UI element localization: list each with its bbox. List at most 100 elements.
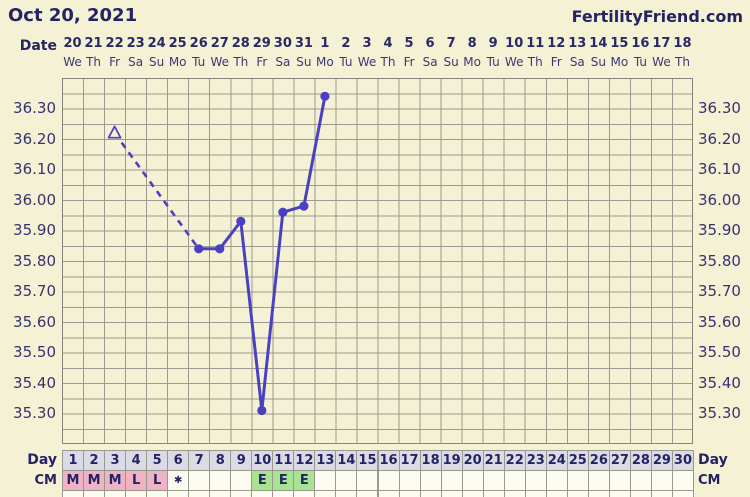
day-number-cell[interactable]: 6 [167, 450, 190, 471]
date-cell: 27 [210, 36, 229, 51]
cm-cell[interactable] [671, 470, 694, 491]
day-number-cell[interactable]: 29 [650, 450, 673, 471]
weekday-cell: We [63, 55, 82, 69]
cm-cell[interactable]: L [125, 470, 148, 491]
date-cell: 16 [631, 36, 650, 51]
weekday-cell: Sa [422, 55, 438, 69]
cm-cell[interactable]: E [293, 470, 316, 491]
day-number-cell[interactable]: 12 [293, 450, 316, 471]
temperature-point-day-10[interactable] [257, 405, 267, 416]
cm-cell[interactable] [230, 470, 253, 491]
temperature-point-day-8[interactable] [215, 244, 225, 254]
temperature-point-day-7[interactable] [194, 244, 204, 254]
next-row-cell [293, 490, 316, 497]
date-cell: 12 [547, 36, 566, 51]
cm-cell[interactable] [335, 470, 358, 491]
cm-cell[interactable] [461, 470, 484, 491]
day-number-cell[interactable]: 30 [671, 450, 694, 471]
next-row-cell [629, 490, 652, 497]
weekday-cell: Su [443, 55, 459, 69]
day-number-cell[interactable]: 5 [146, 450, 169, 471]
day-number-cell[interactable]: 4 [125, 450, 148, 471]
date-cell: 8 [467, 36, 477, 51]
day-number-cell[interactable]: 11 [272, 450, 295, 471]
weekday-cell: Sa [569, 55, 585, 69]
cm-cell[interactable]: E [251, 470, 274, 491]
discarded-temperature-triangle[interactable] [107, 125, 122, 139]
date-cell: 7 [446, 36, 456, 51]
brand-link[interactable]: FertilityFriend.com [571, 7, 743, 26]
day-number-cell[interactable]: 22 [503, 450, 526, 471]
date-cell: 2 [341, 36, 351, 51]
weekday-cell: Tu [633, 55, 647, 69]
weekday-cell: Su [590, 55, 606, 69]
date-cell: 18 [673, 36, 692, 51]
day-number-cell[interactable]: 16 [377, 450, 400, 471]
cm-row-label-right: CM [698, 473, 721, 488]
y-tick-label: 36.10 [13, 160, 56, 178]
temperature-point-day-11[interactable] [278, 207, 288, 217]
day-number-cell[interactable]: 14 [335, 450, 358, 471]
cm-cell[interactable] [629, 470, 652, 491]
y-tick-label: 36.00 [13, 190, 56, 209]
cm-cell[interactable] [566, 470, 589, 491]
day-number-cell[interactable]: 28 [629, 450, 652, 471]
date-cell: 31 [294, 36, 313, 51]
day-number-cell[interactable]: 18 [419, 450, 442, 471]
weekday-cell: Th [86, 55, 102, 69]
cm-cell[interactable] [482, 470, 505, 491]
cm-cell[interactable]: M [62, 470, 85, 491]
temperature-point-day-12[interactable] [299, 201, 309, 211]
cm-cell[interactable]: ✱ [167, 470, 190, 491]
day-number-cell[interactable]: 10 [251, 450, 274, 471]
cm-cell[interactable] [587, 470, 610, 491]
cm-cell[interactable] [650, 470, 673, 491]
cm-cell[interactable] [209, 470, 232, 491]
day-row-label-right: Day [698, 452, 728, 468]
next-row-cell [251, 490, 274, 497]
cm-cell[interactable] [356, 470, 379, 491]
temperature-point-day-13[interactable] [320, 91, 330, 101]
temperature-chart[interactable] [62, 78, 693, 444]
temperature-point-day-9[interactable] [236, 216, 246, 226]
day-number-cell[interactable]: 1 [62, 450, 85, 471]
day-number-cell[interactable]: 19 [440, 450, 463, 471]
day-number-cell[interactable]: 26 [587, 450, 610, 471]
cm-cell[interactable] [503, 470, 526, 491]
cm-cell[interactable] [419, 470, 442, 491]
day-number-cell[interactable]: 8 [209, 450, 232, 471]
date-cell: 4 [383, 36, 393, 51]
cm-cell[interactable]: M [83, 470, 106, 491]
day-number-cell[interactable]: 23 [524, 450, 547, 471]
y-tick-label: 35.50 [698, 343, 741, 361]
date-cell: 3 [362, 36, 372, 51]
day-number-cell[interactable]: 21 [482, 450, 505, 471]
cm-cell[interactable] [188, 470, 211, 491]
y-tick-label: 35.50 [13, 343, 56, 361]
day-number-cell[interactable]: 20 [461, 450, 484, 471]
day-number-cell[interactable]: 25 [566, 450, 589, 471]
cm-cell[interactable] [377, 470, 400, 491]
day-number-cell[interactable]: 15 [356, 450, 379, 471]
next-row-cell [335, 490, 358, 497]
cm-cell[interactable] [398, 470, 421, 491]
y-tick-label: 35.30 [13, 404, 56, 422]
day-number-cell[interactable]: 24 [545, 450, 568, 471]
day-number-cell[interactable]: 2 [83, 450, 106, 471]
cm-cell[interactable]: L [146, 470, 169, 491]
day-number-cell[interactable]: 27 [608, 450, 631, 471]
cm-cell[interactable]: M [104, 470, 127, 491]
cm-cell[interactable] [314, 470, 337, 491]
date-cell: 6 [425, 36, 435, 51]
cm-cell[interactable]: E [272, 470, 295, 491]
cm-cell[interactable] [440, 470, 463, 491]
cm-cell[interactable] [524, 470, 547, 491]
day-number-cell[interactable]: 17 [398, 450, 421, 471]
cm-cell[interactable] [608, 470, 631, 491]
cm-cell[interactable] [545, 470, 568, 491]
next-row-cell [314, 490, 337, 497]
day-number-cell[interactable]: 7 [188, 450, 211, 471]
day-number-cell[interactable]: 9 [230, 450, 253, 471]
day-number-cell[interactable]: 13 [314, 450, 337, 471]
day-number-cell[interactable]: 3 [104, 450, 127, 471]
